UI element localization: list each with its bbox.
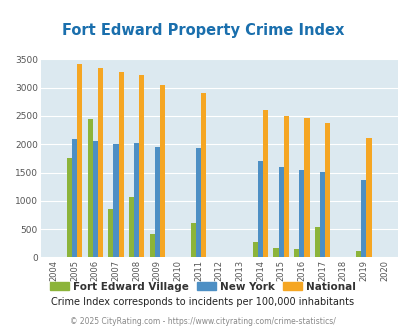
Bar <box>273 248 278 257</box>
Bar <box>293 249 298 257</box>
Bar <box>360 180 365 257</box>
Bar <box>257 161 262 257</box>
Legend: Fort Edward Village, New York, National: Fort Edward Village, New York, National <box>46 278 359 296</box>
Bar <box>365 138 371 257</box>
Bar <box>108 209 113 257</box>
Bar <box>118 72 124 257</box>
Bar <box>160 85 164 257</box>
Bar <box>98 68 103 257</box>
Bar <box>319 172 324 257</box>
Bar <box>355 251 360 257</box>
Bar <box>77 64 82 257</box>
Bar <box>196 148 200 257</box>
Bar <box>278 167 283 257</box>
Bar <box>134 143 139 257</box>
Bar <box>72 139 77 257</box>
Bar <box>324 123 329 257</box>
Bar <box>139 75 144 257</box>
Bar <box>304 118 309 257</box>
Text: © 2025 CityRating.com - https://www.cityrating.com/crime-statistics/: © 2025 CityRating.com - https://www.city… <box>70 317 335 326</box>
Bar <box>149 234 154 257</box>
Bar <box>283 116 288 257</box>
Bar <box>190 223 196 257</box>
Bar <box>262 110 268 257</box>
Bar <box>128 197 134 257</box>
Bar <box>87 119 92 257</box>
Text: Crime Index corresponds to incidents per 100,000 inhabitants: Crime Index corresponds to incidents per… <box>51 297 354 307</box>
Bar <box>298 170 304 257</box>
Text: Fort Edward Property Crime Index: Fort Edward Property Crime Index <box>62 23 343 38</box>
Bar <box>252 242 257 257</box>
Bar <box>92 142 98 257</box>
Bar <box>154 147 160 257</box>
Bar <box>113 144 118 257</box>
Bar <box>67 158 72 257</box>
Bar <box>314 227 319 257</box>
Bar <box>200 93 206 257</box>
